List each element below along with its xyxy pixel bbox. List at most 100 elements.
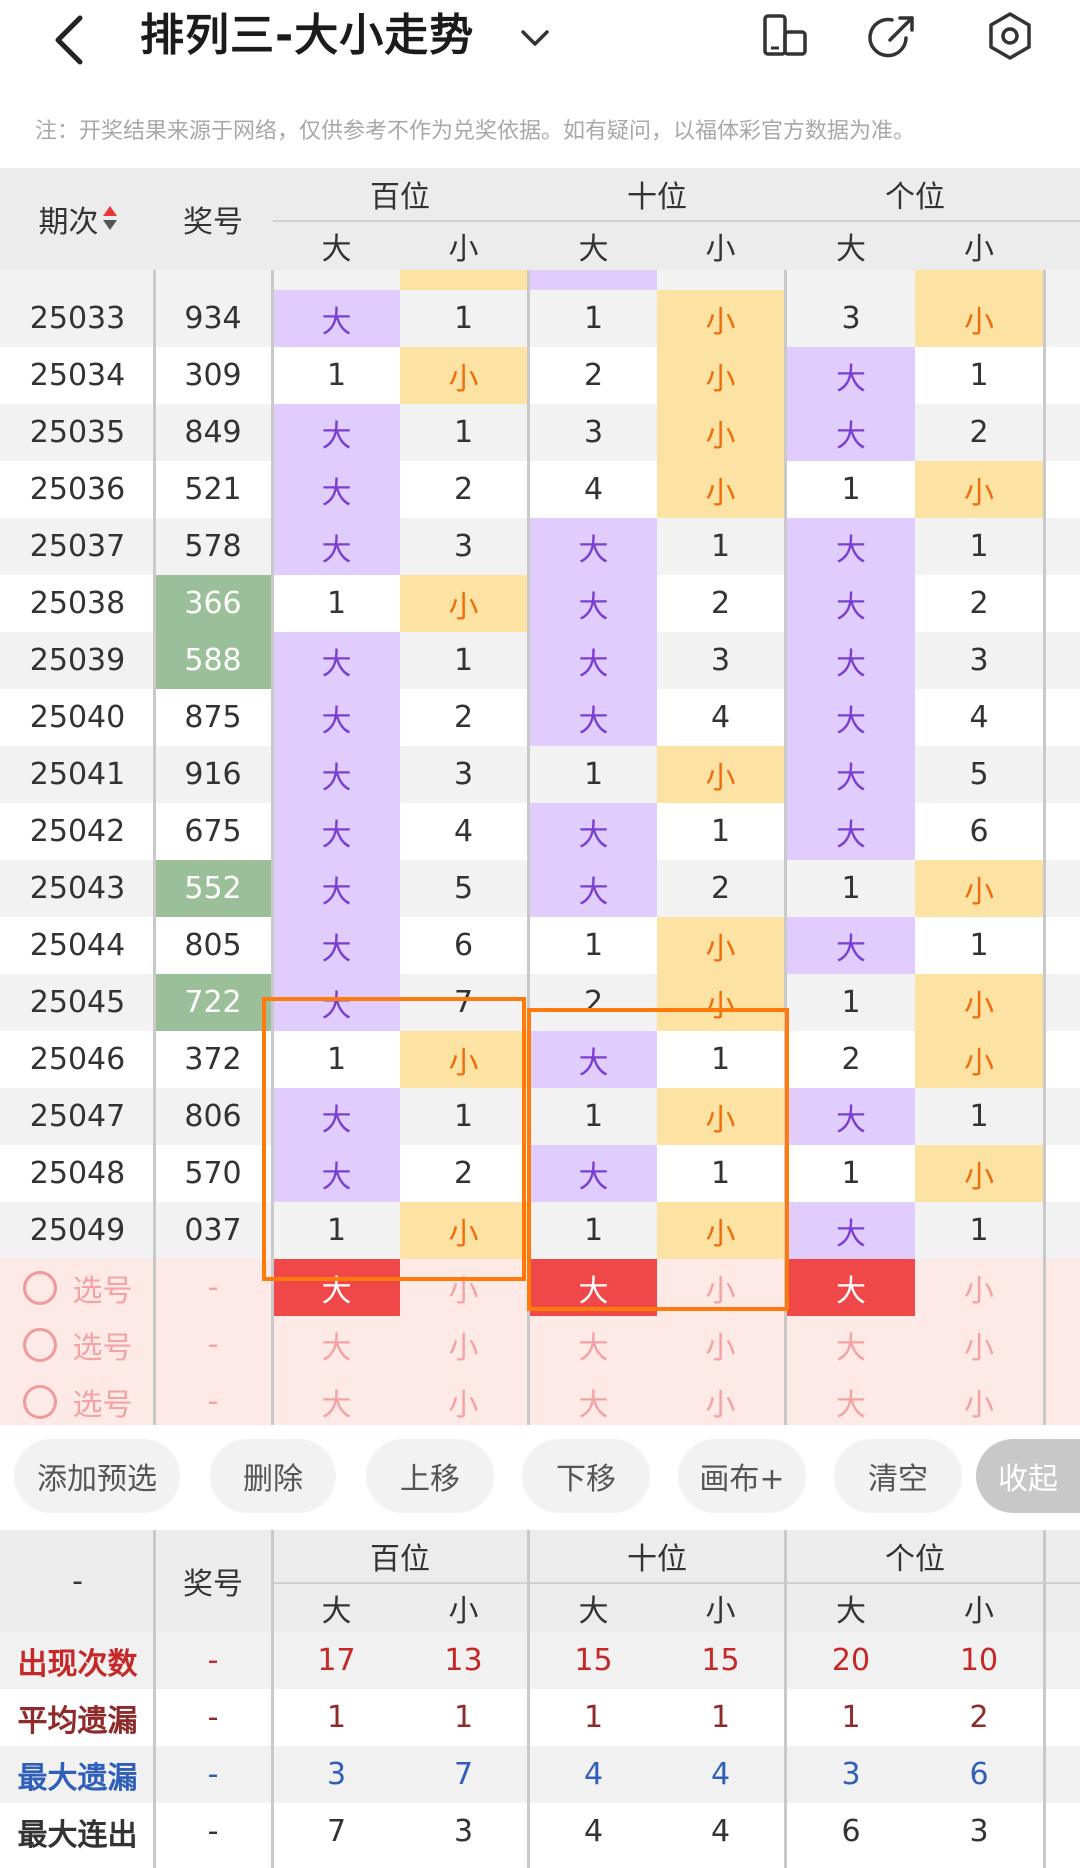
winning-number-cell: 849 [184,415,242,450]
select-toggle-tens-small[interactable]: 小 [705,1330,736,1366]
stats-value-cell: 13 [444,1643,483,1678]
winning-number-cell: 675 [184,814,242,849]
move-up-button[interactable]: 上移 [366,1439,494,1513]
stats-value-cell: 20 [831,1643,871,1678]
trend-cell-hundreds-small: 7 [453,985,474,1020]
select-toggle-tens-big[interactable]: 大 [530,1259,657,1316]
trend-cell-tens-big: 大 [530,575,657,632]
select-toggle-hundreds-big[interactable]: 大 [321,1387,352,1423]
select-toggle-units-big[interactable]: 大 [836,1387,866,1423]
trend-cell-tens-big: 大 [530,689,657,746]
clear-button[interactable]: 清空 [834,1439,962,1513]
back-icon[interactable] [50,10,90,70]
select-toggle-tens-big[interactable]: 大 [578,1387,609,1423]
trend-cell-tens-small: 小 [657,404,784,461]
select-label-text: 选号 [72,1387,133,1423]
select-toggle-hundreds-small[interactable]: 小 [448,1387,479,1423]
period-cell: 25038 [29,586,126,621]
trend-cell-hundreds-big: 大 [273,404,400,461]
select-toggle-tens-big[interactable]: 大 [578,1330,609,1366]
trend-cell-hundreds-small: 1 [453,415,474,450]
select-row-label[interactable]: 选号 [0,1316,155,1373]
stats-sub-big: 大 [321,1594,352,1629]
disclaimer-text: 注：开奖结果来源于网络，仅供参考不作为兑奖依据。如有疑问，以福体彩官方数据为准。 [35,119,916,144]
trend-cell-tens-big: 大 [530,1031,657,1088]
select-row-label[interactable]: 选号 [0,1259,155,1316]
select-row[interactable]: 选号 - 大小大小大小 [0,1316,1080,1373]
trend-cell-tens-big: 1 [583,928,604,963]
page-title[interactable]: 排列三-大小走势 [140,10,475,61]
period-cell: 25039 [29,643,126,678]
period-cell: 25048 [29,1156,126,1191]
winning-number-cell: 037 [184,1213,242,1248]
trend-cell-hundreds-big: 大 [273,689,400,746]
period-cell: 25044 [29,928,126,963]
chevron-down-icon[interactable] [515,18,555,58]
radio-circle-icon[interactable] [22,1384,57,1419]
stats-row-label: 平均遗漏 [17,1703,138,1739]
winning-number-cell: 309 [184,358,242,393]
trend-cell-hundreds-small: 5 [453,871,474,906]
select-toggle-units-big[interactable]: 大 [787,1259,915,1316]
stats-value-cell: 1 [453,1700,474,1735]
trend-cell-hundreds-small: 小 [400,1031,527,1088]
trend-cell-hundreds-small: 1 [453,643,474,678]
select-toggle-units-small[interactable]: 小 [964,1273,994,1309]
select-toggle-tens-small[interactable]: 小 [705,1273,736,1309]
column-divider [153,168,156,1425]
select-row-label[interactable]: 选号 [0,1373,155,1425]
stats-sub-big: 大 [578,1594,609,1629]
stats-row-label: 出现次数 [17,1646,138,1682]
trend-cell-tens-small: 小 [657,917,784,974]
trend-cell-tens-big: 大 [530,860,657,917]
select-number-cell: - [207,1270,219,1305]
stats-value-cell: 2 [969,1700,989,1735]
stats-number-cell: - [207,1814,219,1849]
add-preselect-button[interactable]: 添加预选 [14,1439,180,1513]
table-row: 25039 588 大 1 大 3 大 3 [0,632,1080,689]
table-header: 期次 奖号 百位 十位 个位 大 小 大 小 大 小 [0,168,1080,270]
select-toggle-units-small[interactable]: 小 [964,1330,994,1366]
select-number-cell: - [207,1384,219,1419]
radio-circle-icon[interactable] [22,1327,57,1362]
trend-cell-tens-big: 大 [530,1145,657,1202]
select-label-text: 选号 [72,1330,133,1366]
select-row[interactable]: 选号 - 大小大小大小 [0,1259,1080,1316]
stats-value-cell: 1 [583,1700,604,1735]
select-toggle-hundreds-big[interactable]: 大 [321,1330,352,1366]
period-header[interactable]: 期次 [0,168,155,270]
screen-rotate-icon[interactable] [755,8,811,64]
sort-icon[interactable] [102,204,117,234]
canvas-plus-button[interactable]: 画布+ [678,1439,806,1513]
select-toggle-units-small[interactable]: 小 [964,1387,994,1423]
trend-cell-units-big: 1 [841,871,861,906]
delete-button[interactable]: 删除 [210,1439,336,1513]
settings-icon[interactable] [982,8,1038,64]
stats-value-cell: 15 [574,1643,613,1678]
number-header: 奖号 [183,205,243,240]
trend-cell-units-small: 小 [915,1145,1043,1202]
stats-number-cell: - [207,1643,219,1678]
trend-cell-units-big: 1 [841,472,861,507]
select-toggle-tens-small[interactable]: 小 [705,1387,736,1423]
trend-cell-units-small: 小 [915,974,1043,1031]
trend-cell-units-big: 1 [841,1156,861,1191]
table-row: 25044 805 大 6 1 小大 1 [0,917,1080,974]
winning-number-cell: 578 [184,529,242,564]
period-cell: 25046 [29,1042,126,1077]
trend-cell-hundreds-big: 大 [273,290,400,347]
select-toggle-units-big[interactable]: 大 [836,1330,866,1366]
radio-circle-icon[interactable] [22,1270,57,1305]
collapse-button[interactable]: 收起 [976,1439,1080,1513]
share-icon[interactable] [866,8,922,64]
move-down-button[interactable]: 下移 [522,1439,650,1513]
trend-cell-units-big: 大 [787,689,915,746]
column-divider [271,1530,274,1868]
select-row[interactable]: 选号 - 大 小 大 小 大 小 [0,1373,1080,1425]
winning-number-cell: 588 [155,632,271,689]
select-toggle-hundreds-small[interactable]: 小 [448,1330,479,1366]
stats-value-cell: 6 [969,1757,989,1792]
table-row: 25043 552 大 5 大 2 1 小 [0,860,1080,917]
trend-cell-hundreds-small: 3 [453,529,474,564]
trend-cell-tens-big: 4 [583,472,604,507]
